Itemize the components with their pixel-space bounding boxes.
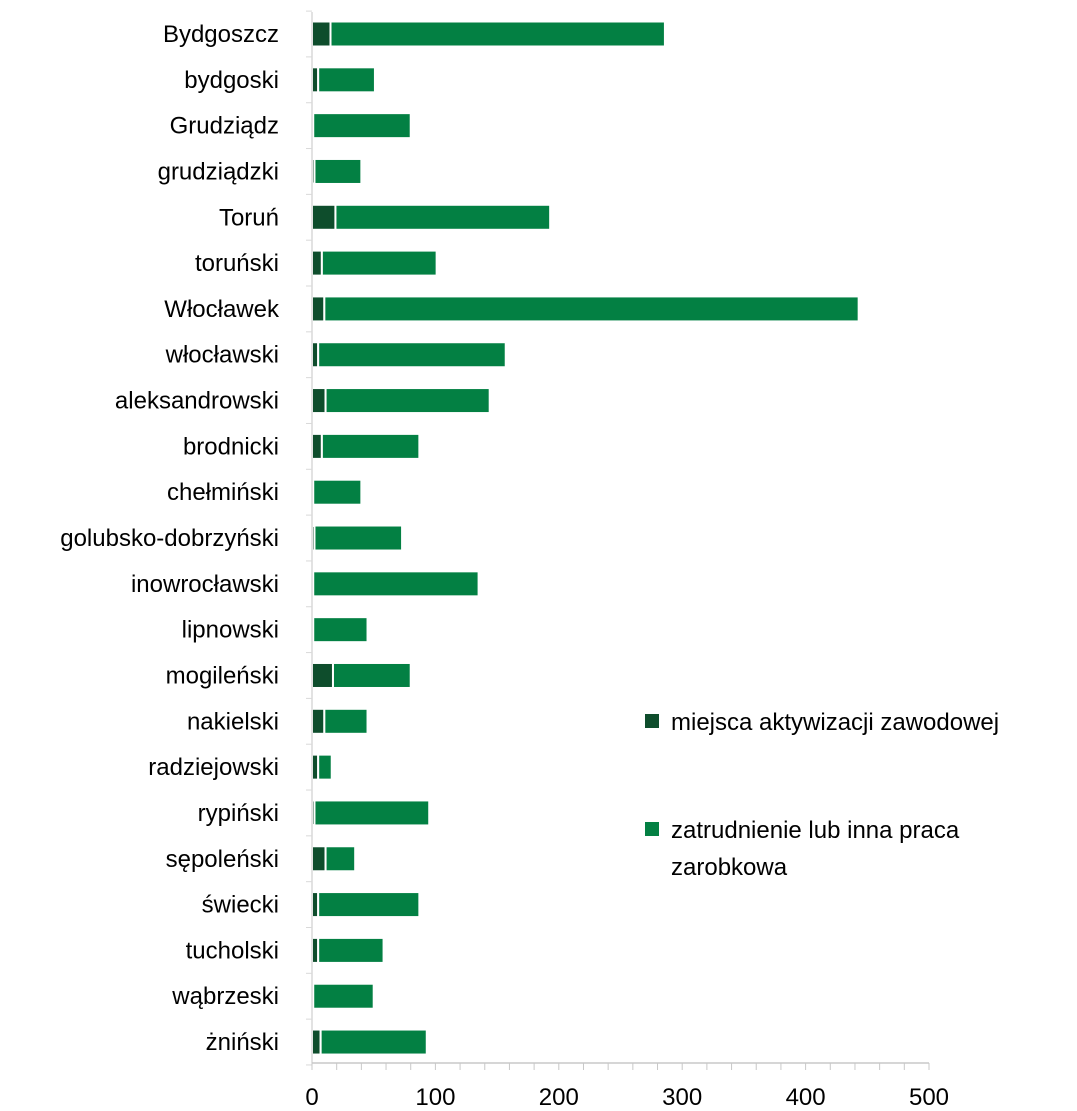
legend-label: zatrudnienie lub inna praca bbox=[671, 817, 960, 844]
bar-segment-zatrudnienie bbox=[317, 341, 507, 369]
category-label: sępoleński bbox=[166, 846, 279, 873]
bar-segment-aktywizacja bbox=[311, 661, 334, 689]
x-tick-label: 400 bbox=[786, 1084, 826, 1111]
bar-segment-zatrudnienie bbox=[320, 249, 438, 277]
category-label: chełmiński bbox=[167, 479, 279, 506]
bar-segment-zatrudnienie bbox=[329, 20, 666, 48]
bar-segment-zatrudnienie bbox=[312, 478, 363, 506]
category-label: lipnowski bbox=[182, 617, 279, 644]
bar-segment-zatrudnienie bbox=[319, 1028, 428, 1056]
category-label: Toruń bbox=[219, 204, 279, 231]
bar-segment-aktywizacja bbox=[311, 387, 327, 415]
category-label: toruński bbox=[195, 250, 279, 277]
bars bbox=[311, 20, 860, 1056]
x-tick-label: 500 bbox=[909, 1084, 949, 1111]
category-label: świecki bbox=[202, 892, 279, 919]
bar-segment-zatrudnienie bbox=[324, 387, 491, 415]
bar-segment-zatrudnienie bbox=[334, 203, 552, 231]
bar-segment-aktywizacja bbox=[311, 845, 327, 873]
bar-segment-zatrudnienie bbox=[312, 982, 375, 1010]
bar-segment-zatrudnienie bbox=[313, 799, 431, 827]
category-label: Włocławek bbox=[164, 296, 280, 323]
bar-segment-aktywizacja bbox=[311, 1028, 322, 1056]
bar-segment-zatrudnienie bbox=[323, 295, 860, 323]
bar-segment-zatrudnienie bbox=[317, 891, 421, 919]
bar-segment-aktywizacja bbox=[311, 707, 326, 735]
bar-segment-zatrudnienie bbox=[320, 432, 421, 460]
category-label: aleksandrowski bbox=[115, 388, 279, 415]
category-label: radziejowski bbox=[148, 754, 279, 781]
x-tick-label: 100 bbox=[415, 1084, 455, 1111]
category-label: żniński bbox=[206, 1029, 279, 1056]
bar-segment-zatrudnienie bbox=[312, 112, 412, 140]
category-label: włocławski bbox=[165, 342, 279, 369]
bar-segment-zatrudnienie bbox=[331, 661, 412, 689]
x-tick-label: 200 bbox=[539, 1084, 579, 1111]
axes bbox=[306, 10, 930, 1070]
category-label: tucholski bbox=[186, 937, 279, 964]
x-tick-label: 300 bbox=[662, 1084, 702, 1111]
legend-swatch-zatrudnienie bbox=[645, 822, 659, 836]
category-label: wąbrzeski bbox=[171, 983, 279, 1010]
category-label: inowrocławski bbox=[131, 571, 279, 598]
legend-label: zarobkowa bbox=[671, 854, 788, 881]
legend-swatch-aktywizacja bbox=[645, 714, 659, 728]
category-label: Grudziądz bbox=[170, 113, 279, 140]
bar-segment-zatrudnienie bbox=[323, 707, 369, 735]
tick-labels: 0 100 200 300 400 500 bbox=[305, 1084, 949, 1111]
x-tick-label: 0 bbox=[305, 1084, 318, 1111]
bar-segment-zatrudnienie bbox=[317, 936, 385, 964]
bar-segment-zatrudnienie bbox=[313, 524, 404, 552]
category-label: golubsko-dobrzyński bbox=[60, 525, 279, 552]
category-label: mogileński bbox=[166, 662, 279, 689]
bar-segment-zatrudnienie bbox=[324, 845, 357, 873]
bar-segment-aktywizacja bbox=[311, 203, 337, 231]
bar-segment-aktywizacja bbox=[311, 20, 332, 48]
bar-segment-zatrudnienie bbox=[312, 616, 369, 644]
bar-segment-aktywizacja bbox=[311, 295, 326, 323]
category-label: Bydgoszcz bbox=[163, 21, 279, 48]
bar-segment-zatrudnienie bbox=[312, 570, 480, 598]
legend: miejsca aktywizacji zawodowej zatrudnieni… bbox=[645, 709, 999, 881]
category-labels: Bydgoszcz bydgoski Grudziądz grudziądzki Tor… bbox=[60, 21, 280, 1056]
category-label: grudziądzki bbox=[158, 158, 279, 185]
bar-segment-aktywizacja bbox=[311, 249, 323, 277]
category-label: rypiński bbox=[198, 800, 279, 827]
bar-segment-aktywizacja bbox=[311, 432, 323, 460]
category-label: bydgoski bbox=[184, 67, 279, 94]
category-label: brodnicki bbox=[183, 433, 279, 460]
bar-segment-zatrudnienie bbox=[317, 66, 376, 94]
bar-segment-zatrudnienie bbox=[313, 157, 363, 185]
category-label: nakielski bbox=[187, 708, 279, 735]
legend-label: miejsca aktywizacji zawodowej bbox=[671, 709, 999, 736]
bar-segment-zatrudnienie bbox=[317, 753, 333, 781]
